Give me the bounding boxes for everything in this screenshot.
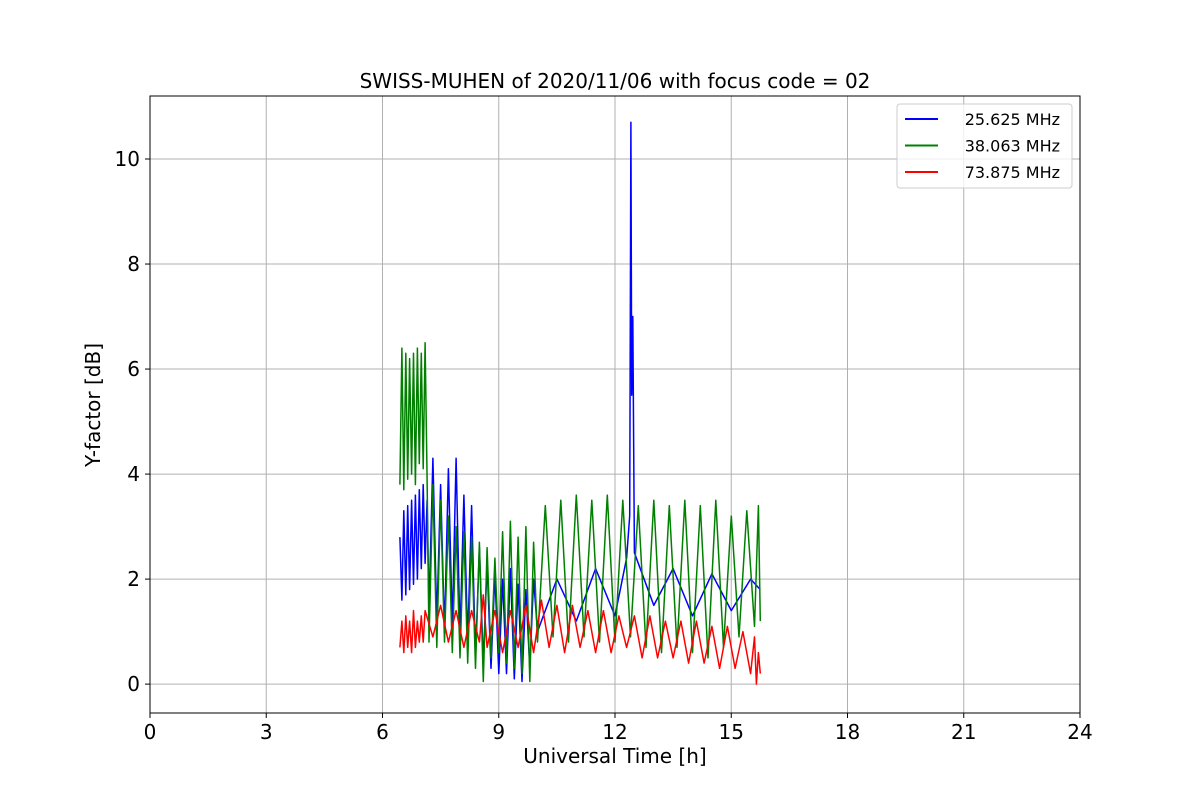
series-line-2 — [399, 342, 762, 683]
legend-label-3: 73.875 MHz — [965, 163, 1060, 182]
x-tick-label: 9 — [492, 720, 505, 744]
series-line-3 — [399, 594, 762, 685]
legend-label-1: 25.625 MHz — [965, 110, 1060, 129]
x-tick-label: 18 — [835, 720, 860, 744]
x-tick-label: 24 — [1067, 720, 1092, 744]
x-axis: 0 3 6 9 12 15 18 21 24 — [144, 713, 1093, 744]
x-tick-label: 0 — [144, 720, 157, 744]
x-tick-label: 6 — [376, 720, 389, 744]
y-tick-label: 2 — [127, 567, 140, 591]
legend-label-2: 38.063 MHz — [965, 137, 1060, 156]
y-axis-label: Y-factor [dB] — [81, 343, 105, 468]
y-axis: 0 2 4 6 8 10 — [115, 147, 150, 696]
chart-title: SWISS-MUHEN of 2020/11/06 with focus cod… — [360, 69, 871, 93]
x-tick-label: 15 — [719, 720, 744, 744]
legend-frame — [896, 103, 1073, 189]
plot-area — [399, 121, 762, 685]
y-tick-label: 0 — [127, 672, 140, 696]
y-tick-label: 4 — [127, 462, 140, 486]
x-tick-label: 12 — [602, 720, 627, 744]
y-tick-label: 6 — [127, 357, 140, 381]
x-tick-label: 3 — [260, 720, 273, 744]
y-tick-label: 8 — [127, 252, 140, 276]
y-tick-label: 10 — [115, 147, 140, 171]
series-layer — [399, 121, 762, 685]
legend: 25.625 MHz 38.063 MHz 73.875 MHz — [896, 103, 1073, 189]
x-tick-label: 21 — [951, 720, 976, 744]
x-axis-label: Universal Time [h] — [523, 744, 706, 768]
